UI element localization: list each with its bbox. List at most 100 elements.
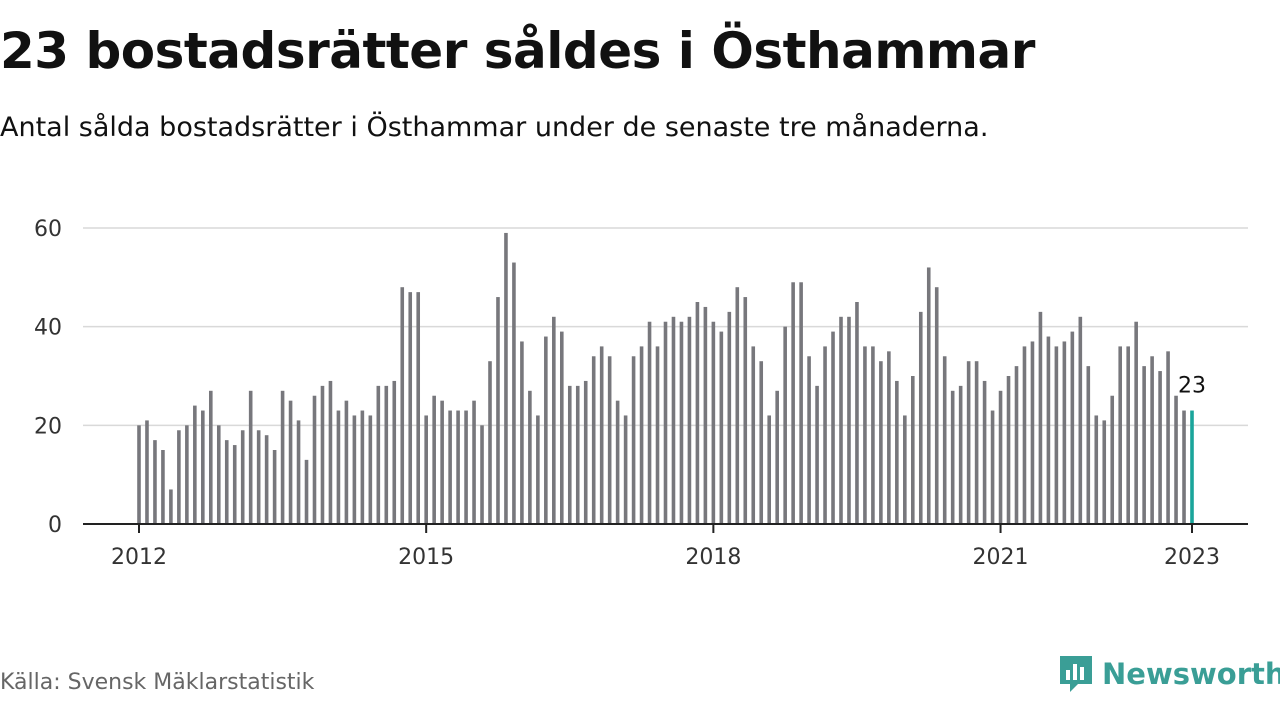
x-tick-label: 2021 [973,545,1029,570]
bar [631,356,636,524]
bar [775,390,779,524]
bar [177,430,181,524]
bar [504,232,508,524]
bar [711,321,716,524]
bar [1182,410,1186,524]
bar [1086,366,1091,524]
bar [1054,346,1059,524]
bar [655,346,660,524]
x-tick-label: 2023 [1164,545,1220,570]
bar [288,400,293,524]
bar [863,346,867,524]
bar [153,440,157,524]
y-tick-label: 60 [34,217,62,242]
bar [719,331,724,524]
bar [1046,336,1051,524]
bar [1030,341,1035,524]
bar [145,420,149,524]
bar [336,410,341,524]
bar [376,385,381,524]
bar [224,440,229,524]
bar [208,390,213,524]
bar [1150,356,1154,524]
bar [1158,371,1162,524]
bar [1126,346,1130,524]
bar [591,356,596,524]
bar [264,435,269,524]
bar [1014,366,1019,524]
source-note: Källa: Svensk Mäklarstatistik [0,670,315,695]
bar [950,390,955,524]
bar [1070,331,1075,524]
bar [536,415,540,524]
bar [304,459,309,524]
bar [320,385,325,524]
bar [783,326,787,524]
bar [1094,415,1099,524]
bar [496,297,500,524]
bar [998,390,1003,524]
y-tick-label: 20 [34,414,62,439]
bar [871,346,875,524]
bar [512,262,516,524]
bar [839,316,843,524]
data-labels: 23 [1176,371,1209,401]
bar [767,415,772,524]
latest-value-label: 23 [1178,374,1206,399]
bar [1062,341,1067,524]
bar [552,316,556,524]
bar [599,346,604,524]
x-tick-label: 2018 [685,545,741,570]
bar [687,316,692,524]
bar [1110,395,1115,524]
bar [703,306,708,524]
bar [663,321,668,524]
bar [974,361,979,524]
bar [352,415,357,524]
bar [1134,321,1138,524]
bar [990,410,995,524]
y-axis-ticks: 0 20 40 60 [34,217,62,538]
bar [432,395,436,524]
bar [161,450,165,524]
bar [679,321,684,524]
bar [910,376,915,524]
bar [966,361,971,524]
bar [799,282,803,524]
bar [216,425,221,524]
bar [424,415,428,524]
bars [137,232,1194,524]
bar [879,361,883,524]
bar [169,489,173,524]
bar [472,400,476,524]
bar [185,425,189,524]
bar [416,292,421,524]
bar [727,311,732,524]
bar [1078,316,1083,524]
y-tick-label: 40 [34,316,62,341]
bar [823,346,827,524]
bar [1006,376,1011,524]
bar [464,410,468,524]
bar [448,410,452,524]
bar [1142,366,1146,524]
y-tick-label: 0 [48,513,62,538]
bar [607,356,612,524]
chart-subtitle: Antal sålda bostadsrätter i Östhammar un… [0,112,989,143]
bar [623,415,628,524]
bar [328,380,333,524]
newsworthy-logo[interactable]: Newsworthy [1058,654,1280,694]
bar [926,267,931,524]
x-tick-label: 2015 [398,545,454,570]
bar [1166,351,1170,524]
bar [903,415,907,524]
bar [575,385,580,524]
bar [312,395,317,524]
bar [895,380,899,524]
bar [384,385,389,524]
bar [201,410,205,524]
bar [296,420,301,524]
bar [759,361,764,524]
bar [248,390,253,524]
bar [544,336,548,524]
